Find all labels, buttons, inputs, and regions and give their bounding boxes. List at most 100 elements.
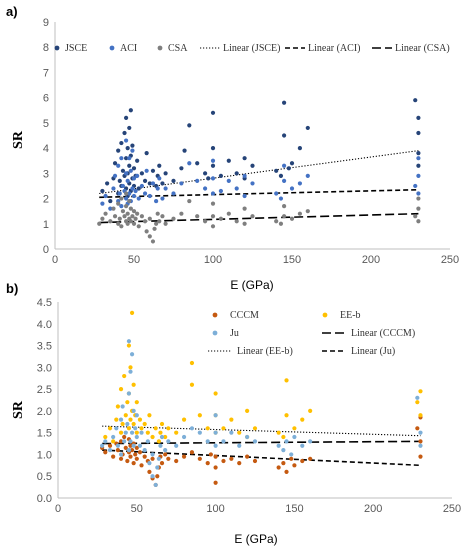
a-data-point [282,163,287,168]
a-data-point [278,173,284,178]
a-data-point [112,173,118,178]
b-data-point [418,454,423,459]
panel-b-chart: b) SR E (GPa) 0.0 0.5 1.0 1.5 2.0 2.5 3.0 3.5 4.… [6,281,461,546]
a-data-point [187,198,192,204]
a-data-point [282,100,287,105]
a-data-point [136,186,141,191]
panel-a-legend-marker [54,45,60,51]
b-data-point [126,339,132,344]
b-data-point [205,439,210,444]
b-data-point [418,443,423,448]
a-data-point [282,178,287,183]
panel-a-x-axis-label: E (GPa) [230,278,273,292]
b-data-point [103,434,108,440]
b-data-point [292,434,297,440]
b-trendline [102,425,421,437]
a-data-point [144,151,149,156]
a-data-point [116,221,121,226]
a-y-tick-label: 1 [43,219,49,231]
a-data-point [416,196,421,201]
b-data-point [126,391,132,396]
b-data-point [134,430,139,435]
b-data-point [118,439,124,444]
b-data-point [276,443,281,448]
b-data-point [163,447,168,453]
a-data-point [163,221,168,226]
a-data-point [150,181,156,186]
b-data-point [134,400,139,405]
b-data-point [197,413,202,418]
b-trendline [102,449,421,467]
a-data-point [210,201,216,206]
a-data-point [119,224,124,229]
b-data-point [133,426,138,431]
panel-a-legend-label: CSA [168,43,188,54]
a-data-point [289,161,295,166]
panel-a-legend-entry: Linear (JSCE) [200,43,281,54]
b-data-point [189,382,195,387]
b-data-point [122,373,127,379]
a-data-point [195,178,200,183]
b-data-point [131,408,136,413]
b-data-point [128,439,133,444]
a-data-point [128,219,133,224]
a-data-point [210,146,216,151]
a-data-point [155,211,160,216]
a-data-point [133,216,138,221]
b-y-tick-label: 3.5 [37,341,52,353]
a-data-point [122,130,127,136]
a-data-point [297,211,302,216]
a-data-point [150,168,156,173]
a-data-point [152,226,157,231]
b-y-tick-label: 0.0 [37,493,52,505]
a-x-tick-label: 0 [52,254,58,266]
a-y-tick-label: 0 [43,244,49,256]
b-data-point [128,365,133,370]
a-data-point [416,163,421,168]
a-y-tick-label: 8 [43,42,49,54]
a-y-tick-label: 6 [43,93,49,105]
panel-a-legend-entry: ACI [109,43,137,54]
b-data-point [213,391,218,396]
a-data-point [234,186,239,191]
b-data-point [111,439,116,444]
a-y-tick-label: 5 [43,118,49,130]
a-data-point [203,186,208,191]
a-data-point [242,221,247,226]
a-data-point [416,156,421,161]
b-data-point [197,430,202,435]
a-data-point [305,125,310,131]
b-data-point [131,382,136,387]
b-data-point [153,426,158,431]
a-data-point [286,166,291,171]
a-data-point [147,234,152,239]
a-data-point [131,166,137,171]
b-data-point [131,421,136,427]
panel-b-legend-marker [212,330,218,336]
b-data-point [284,469,289,474]
panel-a-legend-label: Linear (ACI) [308,43,360,54]
b-data-point [134,445,139,451]
a-data-point [187,161,192,166]
b-data-point [129,430,135,435]
b-data-point [126,447,132,453]
b-data-point [181,417,187,422]
a-data-point [124,191,129,196]
b-data-point [115,443,120,448]
panel-a-legend-label: Linear (JSCE) [223,43,281,54]
b-data-point [205,426,210,431]
a-data-point [130,148,135,153]
a-data-point [187,123,192,128]
b-data-point [125,400,130,405]
b-data-point [166,439,171,444]
b-data-point [221,458,226,464]
a-data-point [127,198,132,204]
b-data-point [118,387,124,392]
b-data-point [128,443,133,448]
a-data-point [120,183,126,189]
b-data-point [213,430,218,435]
b-data-point [292,463,297,468]
a-data-point [127,191,132,196]
